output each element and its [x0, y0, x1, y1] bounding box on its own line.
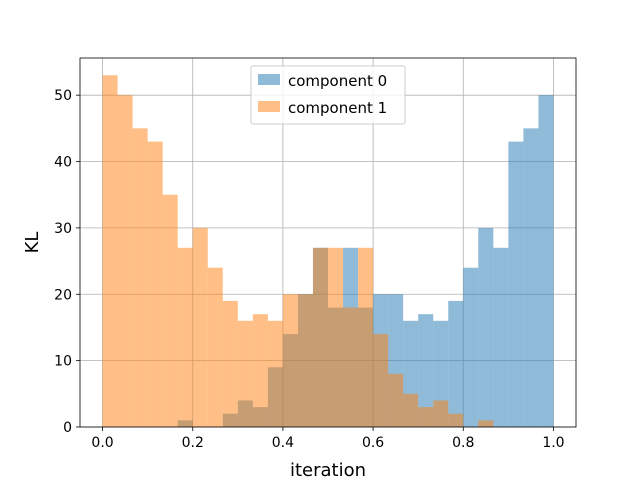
bars — [102, 75, 554, 427]
bar-series-0 — [493, 247, 509, 427]
legend-box — [250, 65, 406, 125]
y-tick-label: 10 — [54, 354, 72, 370]
bar-series-1 — [267, 320, 283, 427]
bar-series-1 — [388, 373, 404, 427]
bar-series-1 — [448, 413, 464, 427]
x-tick-label: 0.2 — [182, 435, 204, 451]
legend-label-component-1: component 1 — [288, 99, 387, 117]
y-tick-label: 40 — [54, 155, 72, 171]
bar-series-0 — [448, 300, 464, 427]
bar-series-0 — [418, 314, 434, 427]
x-tick-label: 0.8 — [452, 435, 474, 451]
bar-series-1 — [177, 247, 193, 427]
bar-series-0 — [523, 128, 539, 427]
bar-series-1 — [192, 227, 208, 427]
y-tick-label: 50 — [54, 88, 72, 104]
legend-label-component-0: component 0 — [288, 72, 387, 90]
bar-series-1 — [132, 128, 148, 427]
plot-frame — [79, 57, 577, 428]
legend-swatch-component-1 — [258, 101, 280, 112]
bar-series-1 — [297, 294, 313, 427]
ticks: 0.0 0.2 0.4 0.6 0.8 1.0 0 10 20 30 40 50 — [54, 88, 564, 451]
x-tick-label: 0.4 — [272, 435, 294, 451]
bar-series-1 — [403, 393, 419, 427]
x-tick-label: 0.0 — [91, 435, 113, 451]
bar-series-0 — [463, 267, 479, 427]
bar-series-1 — [312, 247, 328, 427]
y-tick-label: 0 — [63, 420, 72, 436]
bar-series-1 — [418, 407, 434, 427]
bar-series-1 — [252, 314, 268, 427]
bar-series-1 — [328, 247, 344, 427]
legend-swatch-component-0 — [258, 74, 280, 85]
bar-series-1 — [373, 334, 389, 427]
legend: component 0 component 1 — [250, 65, 406, 125]
x-tick-label: 1.0 — [542, 435, 564, 451]
x-axis-label: iteration — [290, 460, 366, 480]
bar-series-1 — [117, 95, 133, 427]
bar-series-0 — [538, 95, 554, 427]
bar-series-1 — [222, 300, 238, 427]
bar-series-1 — [207, 267, 223, 427]
bar-series-1 — [358, 247, 374, 427]
y-tick-label: 30 — [54, 221, 72, 237]
bar-series-1 — [478, 420, 494, 427]
bar-series-1 — [147, 141, 163, 427]
bar-series-1 — [237, 320, 253, 427]
y-axis-label: KL — [22, 232, 43, 254]
bar-series-0 — [508, 141, 524, 427]
bar-series-1 — [433, 400, 449, 427]
bar-series-1 — [343, 307, 359, 427]
bar-series-1 — [162, 194, 178, 427]
bar-series-1 — [102, 75, 118, 427]
bar-series-0 — [478, 227, 494, 427]
bar-series-1 — [282, 294, 298, 427]
y-tick-label: 20 — [54, 287, 72, 303]
x-tick-label: 0.6 — [362, 435, 384, 451]
